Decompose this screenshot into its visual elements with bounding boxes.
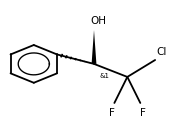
Text: Cl: Cl bbox=[156, 47, 166, 57]
Text: F: F bbox=[140, 108, 146, 118]
Polygon shape bbox=[92, 30, 96, 64]
Text: OH: OH bbox=[91, 16, 107, 26]
Text: F: F bbox=[109, 108, 114, 118]
Text: &1: &1 bbox=[100, 73, 110, 79]
